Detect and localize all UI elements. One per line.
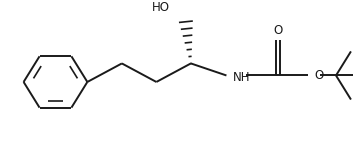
Text: NH: NH — [233, 71, 250, 84]
Text: O: O — [314, 69, 323, 82]
Text: HO: HO — [152, 1, 170, 14]
Text: O: O — [274, 24, 283, 37]
